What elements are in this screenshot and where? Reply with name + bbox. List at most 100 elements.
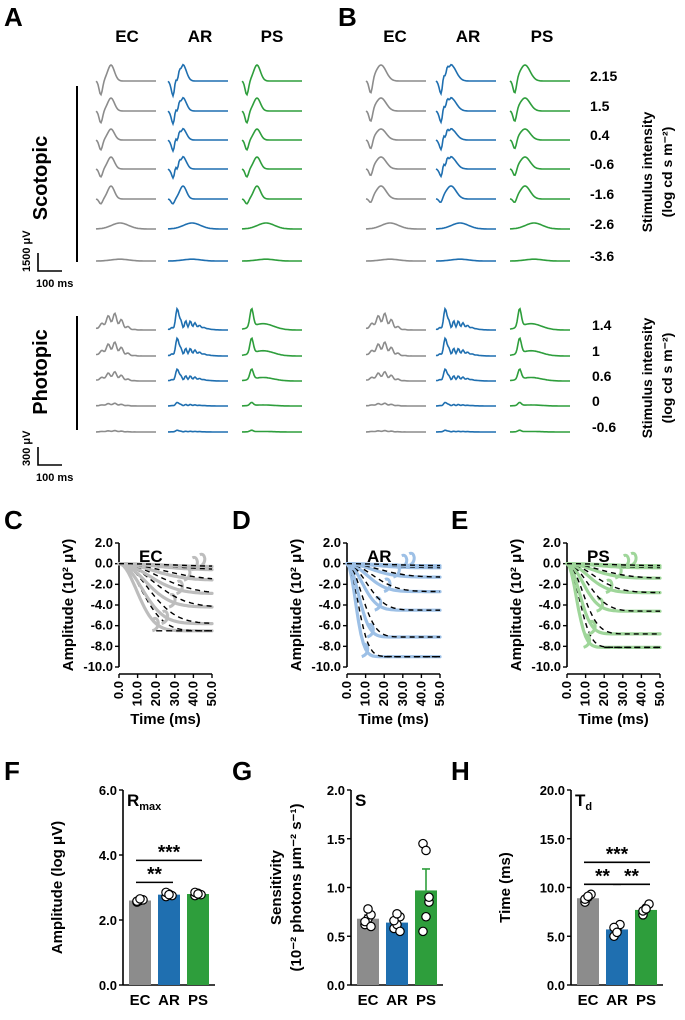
panel-label-e: E [451,505,468,535]
y-tick-label: -6.0 [319,618,341,633]
photopic-label: Photopic [30,329,52,415]
photopic-scale-time: 100 ms [36,472,73,484]
data-trace-recovery [383,577,392,593]
y-tick-label: -6.0 [91,618,113,633]
x-tick-label: AR [386,992,408,1009]
y-tick-label: 5.0 [547,929,565,944]
model-fit [119,563,213,580]
scotopic-label: Scotopic [30,136,52,220]
chart-c: 2.0 0.0 -2.0 -4.0 -6.0 -8.0 -10.0 0.0 10.0 20.0 30… [60,535,219,728]
x-tick-label: 40.0 [633,681,648,706]
chart-title: AR [367,547,392,566]
photopic-intensity-axis-unit: (log cd s m⁻²) [659,333,675,424]
erg-photopic-trace [168,429,228,433]
bar [386,922,408,985]
data-trace [117,562,214,609]
x-tick-label: 10.0 [130,681,145,706]
erg-photopic-trace [509,401,570,407]
chart-title-subscript: max [139,801,162,813]
y-tick-label: 0.0 [99,978,117,993]
y-tick-label: -2.0 [319,576,341,591]
data-point [421,911,431,922]
x-tick-label: 10.0 [578,681,593,706]
y-tick-label: -10.0 [531,659,561,674]
bar [158,894,180,985]
x-tick-label: PS [416,992,436,1009]
data-point [392,909,402,919]
erg-photopic-trace [365,312,426,331]
y-tick-label: 6.0 [99,783,117,798]
erg-photopic-trace [509,336,570,357]
erg-b-header-ps: PS [531,27,554,46]
y-tick-label: 1.5 [327,832,345,847]
erg-scotopic-trace [95,128,156,152]
erg-scotopic-trace [167,96,228,127]
intensity-value: -3.6 [590,248,614,264]
erg-scotopic-trace [95,64,156,97]
data-point [424,892,434,903]
y-axis-label: Amplitude (log μV) [49,821,66,954]
y-tick-label: 0.0 [95,556,113,571]
y-tick-label: 15.0 [540,832,565,847]
x-tick-label: EC [358,992,379,1009]
y-tick-label: -6.0 [539,618,561,633]
data-trace [565,562,662,613]
photopic-intensity-axis-label: Stimulus intensity [639,318,655,439]
scotopic-intensity-axis-label: Stimulus intensity [639,112,655,233]
erg-scotopic-trace [241,64,302,97]
erg-scotopic-trace [509,128,570,150]
intensity-value: 0.6 [592,368,612,384]
data-point [612,927,622,938]
y-tick-label: -10.0 [83,659,113,674]
intensity-value: 0.4 [590,127,610,143]
data-trace-recovery [361,642,370,659]
erg-scotopic-trace [509,97,570,123]
x-tick-label: 50.0 [652,681,667,706]
scotopic-scale-amp: 1500 μV [21,230,33,272]
data-trace-recovery [151,616,160,633]
intensity-value: 1 [592,343,600,359]
erg-scotopic-trace [168,258,228,262]
x-tick-label: 30.0 [615,681,630,706]
y-tick-label: 20.0 [540,783,565,798]
data-trace-recovery [168,593,177,609]
erg-scotopic-trace [241,156,302,178]
model-fit [119,563,212,567]
erg-scotopic-trace [167,155,228,180]
erg-scotopic-trace [365,128,426,150]
data-trace-recovery [629,551,638,568]
y-tick-label: 0.0 [323,556,341,571]
erg-scotopic-trace [95,222,156,230]
y-tick-label: 1.0 [327,881,345,896]
y-tick-label: 2.0 [327,783,345,798]
bar [577,898,599,985]
x-tick-label: 50.0 [204,681,219,706]
y-axis-label: Amplitude (10² μV) [60,539,77,672]
significance-label: ** [147,864,162,885]
erg-scotopic-trace [366,258,426,262]
erg-scotopic-trace [167,185,228,205]
intensity-value: -2.6 [590,216,614,232]
erg-photopic-trace [95,312,156,331]
chart-title: S [355,791,366,810]
erg-photopic-trace [435,367,496,382]
intensity-value: -1.6 [590,186,614,202]
panel-label-h: H [451,756,470,786]
erg-photopic-trace [509,307,570,331]
x-tick-label: PS [188,992,208,1009]
erg-photopic-trace [241,307,302,331]
erg-a-header-ps: PS [261,27,284,46]
y-axis-label-unit: (10⁻² photons μm⁻² s⁻¹) [288,804,305,972]
y-tick-label: -4.0 [539,597,561,612]
erg-scotopic-trace [167,63,228,99]
x-tick-label: AR [158,992,180,1009]
erg-photopic-trace [168,401,228,407]
y-tick-label: -4.0 [319,597,341,612]
erg-photopic-trace [96,370,156,382]
y-tick-label: 2.0 [323,535,341,550]
photopic-intensity-labels: 1.4 1 0.6 0 -0.6 [592,317,616,435]
data-point [395,926,405,937]
data-trace [565,562,662,580]
y-tick-label: -10.0 [311,659,341,674]
erg-scotopic-trace [435,185,496,204]
